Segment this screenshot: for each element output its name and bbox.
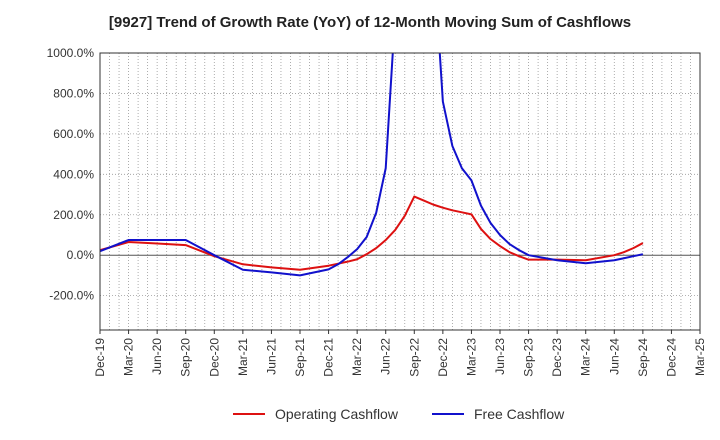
x-tick-label: Mar-22	[350, 338, 364, 376]
x-axis: Dec-19 Mar-20 Jun-20 Sep-20 Dec-20 Mar-21 Jun-…	[93, 330, 707, 377]
free-cashflow-line	[100, 53, 644, 277]
x-tick-label: Jun-23	[493, 338, 507, 375]
y-tick-label: -200.0%	[49, 289, 94, 303]
x-tick-label: Dec-20	[207, 338, 221, 377]
x-tick-label: Dec-21	[322, 338, 336, 377]
x-tick-label: Dec-22	[436, 338, 450, 377]
series-lines	[100, 53, 644, 277]
x-tick-label: Mar-20	[122, 338, 136, 376]
y-tick-label: 800.0%	[53, 86, 94, 100]
plot-border	[99, 52, 701, 331]
x-tick-label: Mar-25	[693, 338, 707, 376]
y-tick-label: 0.0%	[67, 248, 95, 262]
x-tick-label: Dec-19	[93, 338, 107, 377]
y-axis: -200.0% 0.0% 200.0% 400.0% 600.0% 800.0% 1000.…	[47, 46, 95, 303]
x-tick-label: Mar-23	[464, 338, 478, 376]
x-tick-label: Jun-20	[150, 338, 164, 375]
x-tick-label: Dec-23	[550, 338, 564, 377]
y-tick-label: 600.0%	[53, 127, 94, 141]
x-tick-label: Jun-24	[607, 338, 621, 375]
y-tick-label: 1000.0%	[47, 46, 95, 60]
x-tick-label: Sep-21	[293, 338, 307, 377]
grid-lines	[99, 52, 701, 330]
x-tick-label: Sep-20	[179, 338, 193, 377]
x-tick-label: Sep-23	[522, 338, 536, 377]
x-tick-label: Mar-24	[579, 338, 593, 376]
x-tick-label: Sep-22	[407, 338, 421, 377]
y-tick-label: 200.0%	[53, 208, 94, 222]
x-tick-label: Jun-22	[379, 338, 393, 375]
chart-title: [9927] Trend of Growth Rate (YoY) of 12-…	[109, 14, 631, 31]
y-tick-label: 400.0%	[53, 167, 94, 181]
x-tick-label: Sep-24	[636, 338, 650, 377]
x-tick-label: Jun-21	[264, 338, 278, 375]
legend-label: Free Cashflow	[474, 406, 565, 422]
x-tick-label: Mar-21	[236, 338, 250, 376]
x-tick-label: Dec-24	[664, 338, 678, 377]
operating-cashflow-line	[100, 195, 644, 271]
legend: Operating Cashflow Free Cashflow	[233, 406, 565, 422]
legend-label: Operating Cashflow	[275, 406, 399, 422]
